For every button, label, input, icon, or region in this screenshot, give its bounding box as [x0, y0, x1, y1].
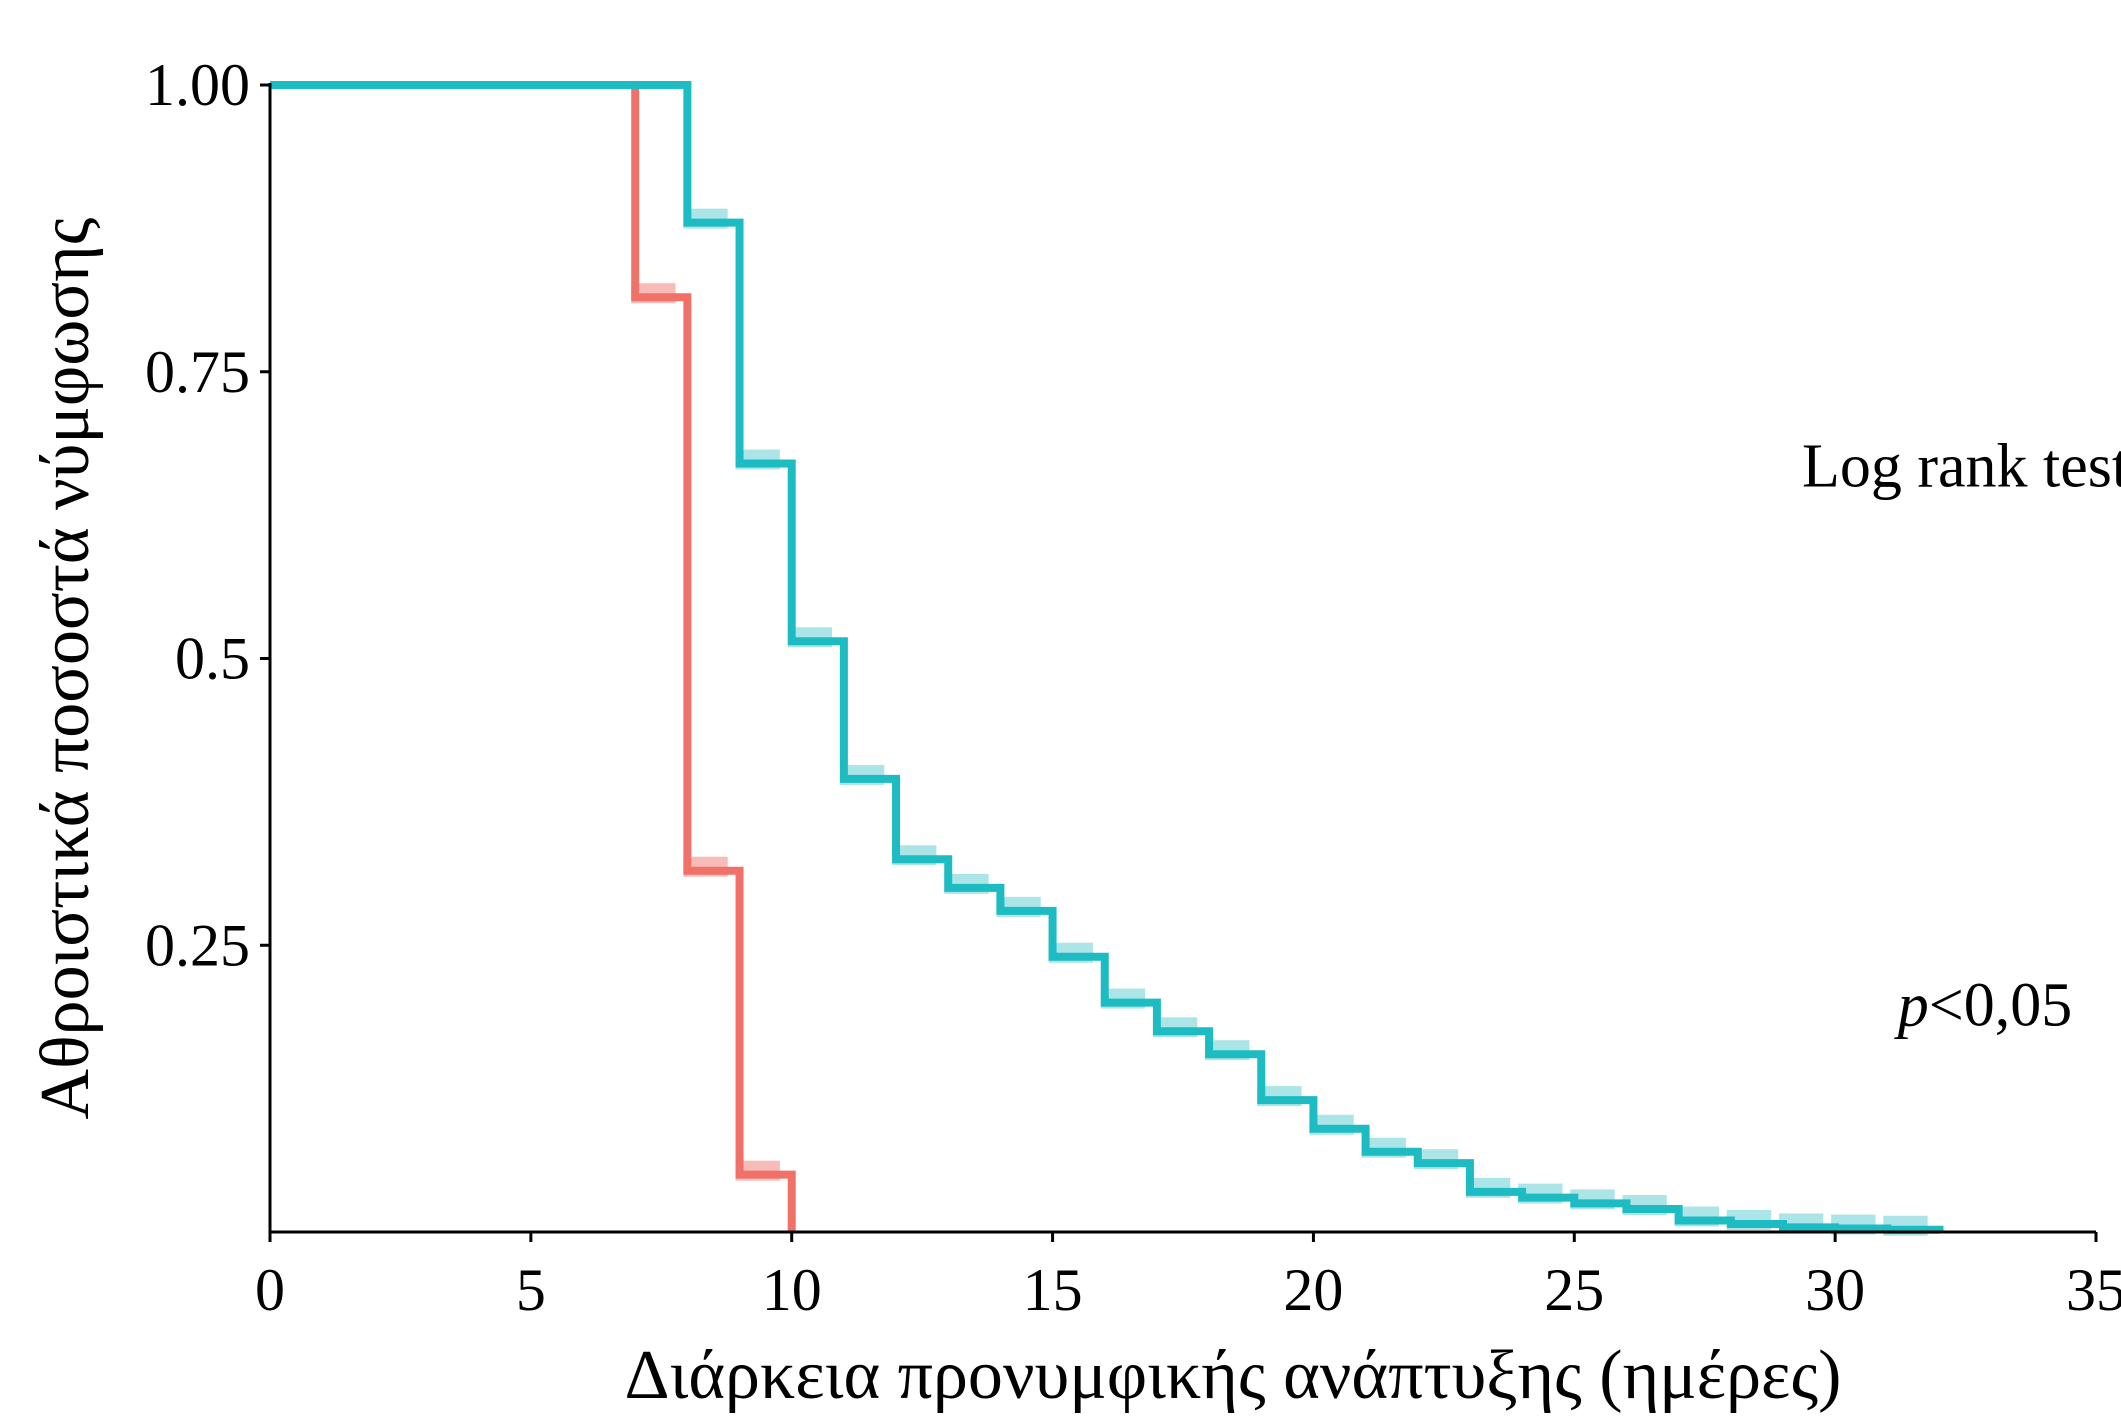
annotations: Log rank test p<0,05: [1802, 432, 2121, 1039]
x-tick-label: 10: [762, 1257, 822, 1323]
y-tick-label: 1.00: [145, 52, 250, 118]
y-tick-label: 0.25: [145, 912, 250, 978]
x-tick-label: 0: [255, 1257, 285, 1323]
y-axis-ticks: 0.25 0.5 0.75 1.00: [145, 52, 270, 978]
x-tick-label: 5: [516, 1257, 546, 1323]
x-tick-label: 15: [1023, 1257, 1083, 1323]
x-tick-label: 20: [1283, 1257, 1343, 1323]
y-tick-label: 0.5: [175, 626, 250, 692]
survival-curve-0: [270, 81, 796, 1232]
x-axis-title: Διάρκεια προνυμφικής ανάπτυξης (ημέρες): [625, 1337, 1842, 1414]
x-tick-label: 25: [1544, 1257, 1604, 1323]
y-tick-label: 0.75: [145, 339, 250, 405]
survival-curve-1: [270, 81, 1944, 1234]
survival-curves: [270, 81, 1944, 1234]
x-tick-label: 30: [1805, 1257, 1865, 1323]
p-value-annotation: p<0,05: [1894, 972, 2072, 1040]
x-axis-ticks: 0 5 10 15 20 25 30 35: [255, 1232, 2121, 1323]
y-axis-title: Αθροιστικά ποσοστά νύμφωσης: [27, 217, 104, 1119]
log-rank-annotation: Log rank test: [1802, 432, 2121, 500]
x-tick-label: 35: [2066, 1257, 2121, 1323]
p-symbol: p: [1894, 972, 1929, 1040]
p-threshold: <0,05: [1929, 972, 2072, 1040]
